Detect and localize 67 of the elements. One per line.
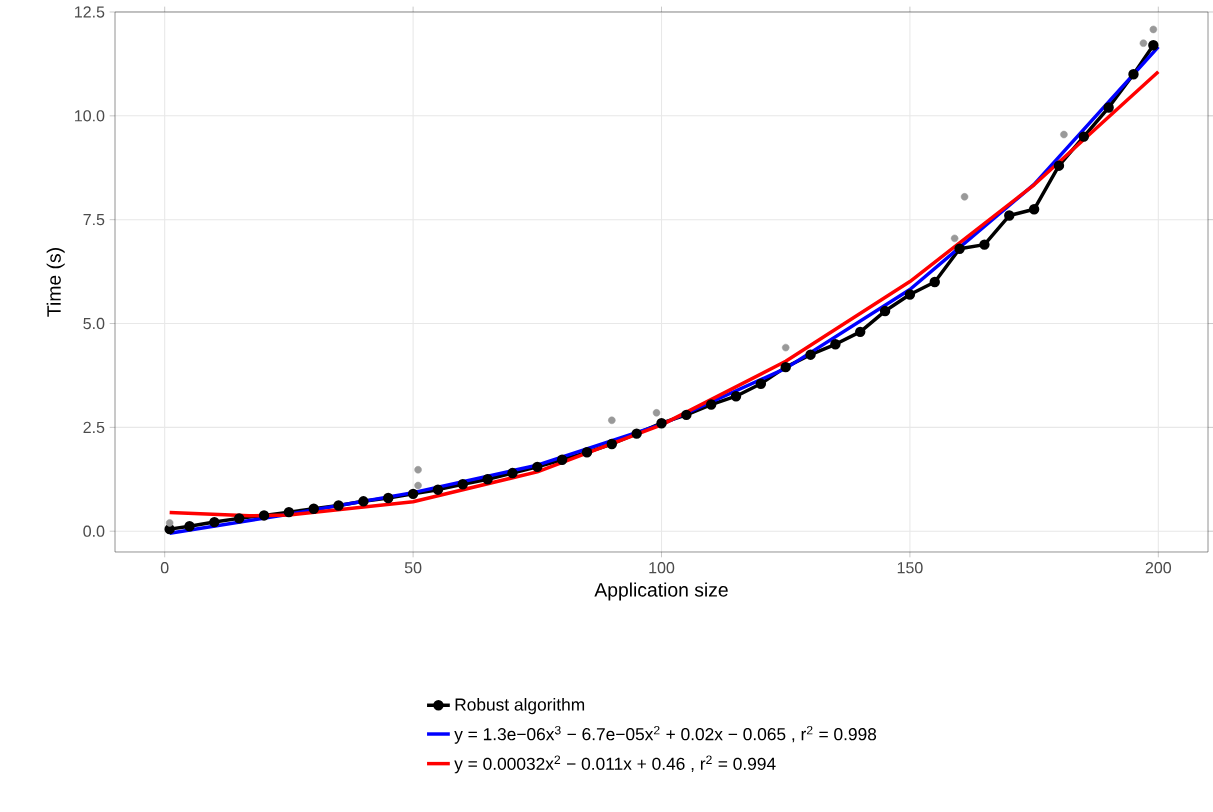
point — [705, 399, 717, 410]
point — [556, 454, 568, 465]
point — [1053, 160, 1065, 171]
point — [457, 479, 468, 490]
point — [652, 409, 661, 417]
point — [358, 496, 369, 507]
point — [755, 378, 767, 389]
point — [855, 326, 866, 338]
x-tick-label: 200 — [1145, 562, 1172, 574]
y-tick-label: 2.5 — [83, 421, 105, 434]
point — [950, 234, 959, 243]
point — [631, 428, 642, 439]
point — [606, 438, 618, 450]
point — [507, 467, 518, 479]
point — [258, 510, 270, 521]
point — [209, 516, 220, 528]
y-tick-label: 10.0 — [75, 110, 105, 122]
point — [1103, 102, 1114, 113]
x-tick-label: 50 — [404, 562, 422, 574]
point — [1148, 40, 1159, 51]
point — [780, 361, 791, 373]
point — [1004, 210, 1015, 221]
point — [234, 513, 245, 524]
x-axis-title: Application size — [594, 582, 728, 601]
point — [904, 289, 916, 300]
point — [414, 481, 422, 490]
point — [1149, 25, 1158, 34]
point — [283, 506, 295, 518]
legend-label: Robust algorithm — [455, 697, 585, 715]
point — [730, 391, 742, 402]
point — [432, 484, 444, 495]
point — [1060, 130, 1068, 139]
point — [165, 519, 174, 527]
x-tick-label: 150 — [897, 562, 923, 574]
point — [482, 474, 493, 485]
point — [805, 349, 816, 360]
y-axis-title: Time (s) — [46, 248, 65, 317]
point — [1128, 69, 1139, 80]
point — [184, 521, 195, 532]
point — [1078, 131, 1090, 142]
point — [830, 339, 841, 350]
y-tick-label: 0.0 — [83, 525, 105, 537]
point — [656, 418, 667, 429]
point — [879, 305, 891, 317]
point — [681, 409, 692, 421]
point — [979, 239, 990, 250]
y-tick-label: 7.5 — [83, 214, 105, 226]
y-tick-label: 5.0 — [83, 317, 105, 330]
point — [333, 500, 344, 511]
legend-label: y = 0.00032x$^{2}$ − 0.011x + 0.46 , r$^{2}$ = 0.994 — [454, 755, 776, 774]
x-tick-label: 0 — [160, 562, 169, 574]
point — [954, 243, 965, 254]
point — [414, 466, 422, 474]
point — [1028, 204, 1040, 215]
legend-label: y = 1.3e−06x$^{3}$ − 6.7e−05x$^{2}$ + 0.02x − 0.065 , r$^{2}$ = 0.998 — [454, 725, 877, 744]
point — [608, 416, 616, 425]
point — [960, 193, 969, 201]
point — [532, 461, 543, 473]
point — [1139, 39, 1148, 47]
point — [929, 276, 940, 288]
point — [383, 492, 394, 504]
x-tick-label: 100 — [649, 562, 675, 574]
y-tick-label: 12.5 — [75, 6, 105, 18]
point — [581, 447, 593, 458]
point — [407, 488, 419, 500]
point — [308, 503, 319, 514]
point — [781, 343, 790, 352]
